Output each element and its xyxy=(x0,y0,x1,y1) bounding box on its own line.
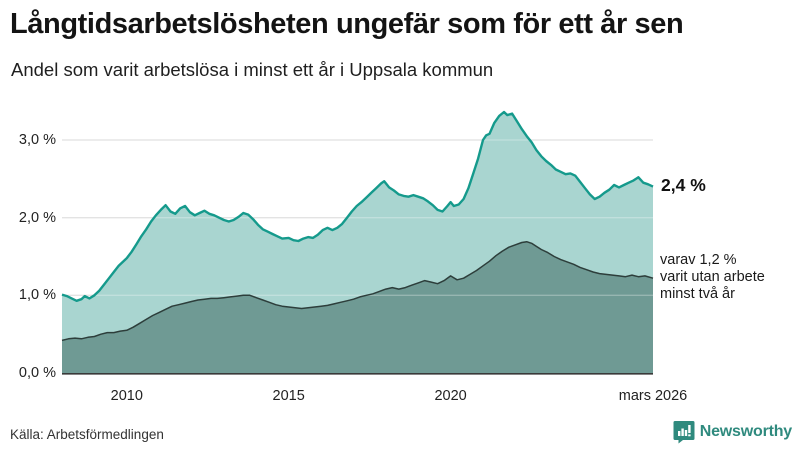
brand-name: Newsworthy xyxy=(699,423,792,440)
source-credit: Källa: Arbetsförmedlingen xyxy=(10,427,164,442)
logo-exclamation xyxy=(687,425,691,433)
newsworthy-logo-icon xyxy=(673,421,695,444)
logo-bar xyxy=(677,431,681,436)
x-tick-label: 2015 xyxy=(272,388,305,404)
newsworthy-brand: Newsworthy xyxy=(673,420,792,444)
x-tick-label: mars 2026 xyxy=(618,388,688,404)
annotation-line: varav 1,2 % xyxy=(660,252,737,268)
logo-bar xyxy=(681,428,684,436)
end-value-label: 2,4 % xyxy=(661,175,706,195)
annotation-line: varit utan arbete xyxy=(660,269,765,286)
y-tick-label: 2,0 % xyxy=(18,209,56,226)
y-tick-label: 1,0 % xyxy=(18,287,56,304)
page-title: Långtidsarbetslösheten ungefär som för e… xyxy=(10,8,684,40)
logo-bubble-shape xyxy=(673,421,695,444)
annotation-line: minst två år xyxy=(660,286,735,303)
y-tick-label: 0,0 % xyxy=(18,365,56,381)
logo-bar xyxy=(684,430,687,436)
y-tick-label: 3,0 % xyxy=(18,132,56,148)
series-line xyxy=(61,240,654,342)
chart-subtitle: Andel som varit arbetslösa i minst ett å… xyxy=(11,59,494,80)
x-tick-label: 2010 xyxy=(110,388,143,404)
series-annotation: varav 1,2 % varit utan arbete minst två … xyxy=(660,252,765,303)
x-tick-label: 2020 xyxy=(434,388,467,404)
area-fill xyxy=(62,241,653,373)
logo-exclamation-dot xyxy=(687,434,691,437)
series-line xyxy=(61,110,654,302)
